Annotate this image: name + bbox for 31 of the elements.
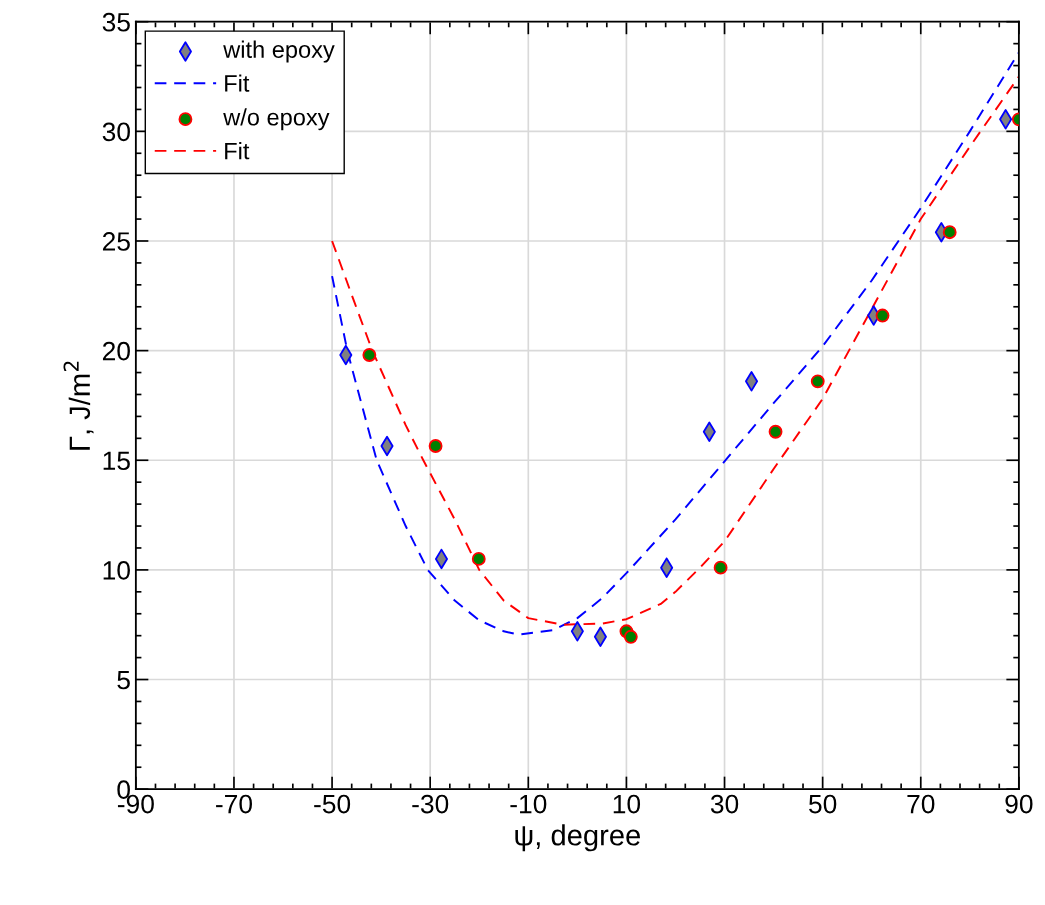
legend-label: Fit — [225, 142, 250, 160]
point — [942, 225, 957, 240]
point — [768, 424, 783, 439]
y-tick-label: 15 — [103, 451, 130, 471]
point — [875, 308, 890, 323]
x-axis-title: ψ, degree — [515, 824, 640, 852]
legend-label: Fit — [225, 74, 250, 92]
y-tick-label: 30 — [102, 122, 130, 142]
point — [471, 552, 486, 566]
x-tick-label: 90 — [1005, 794, 1033, 814]
legend-label: with epoxy — [223, 40, 335, 63]
y-tick-label: 25 — [102, 232, 130, 251]
x-tick-label: 70 — [907, 794, 935, 814]
legend-label: w/o epoxy — [223, 108, 330, 131]
x-tick-label: -30 — [412, 794, 449, 814]
x-tick-label: 50 — [809, 794, 837, 814]
point — [362, 348, 377, 362]
x-tick-label: -70 — [216, 794, 252, 814]
point — [428, 439, 443, 453]
y-tick-label: 5 — [117, 670, 130, 690]
point — [810, 374, 825, 389]
x-tick-label: 10 — [613, 794, 641, 814]
x-tick-label: -50 — [314, 794, 351, 814]
point — [623, 629, 638, 644]
y-axis-title: Γ, J/m$^{2}$ — [63, 361, 94, 450]
y-tick-label: 20 — [102, 341, 130, 361]
x-tick-label: 30 — [710, 794, 739, 814]
point — [713, 560, 728, 575]
y-tick-label: 35 — [102, 12, 130, 32]
y-tick-label: 10 — [103, 561, 130, 580]
x-tick-label: -10 — [510, 794, 547, 814]
